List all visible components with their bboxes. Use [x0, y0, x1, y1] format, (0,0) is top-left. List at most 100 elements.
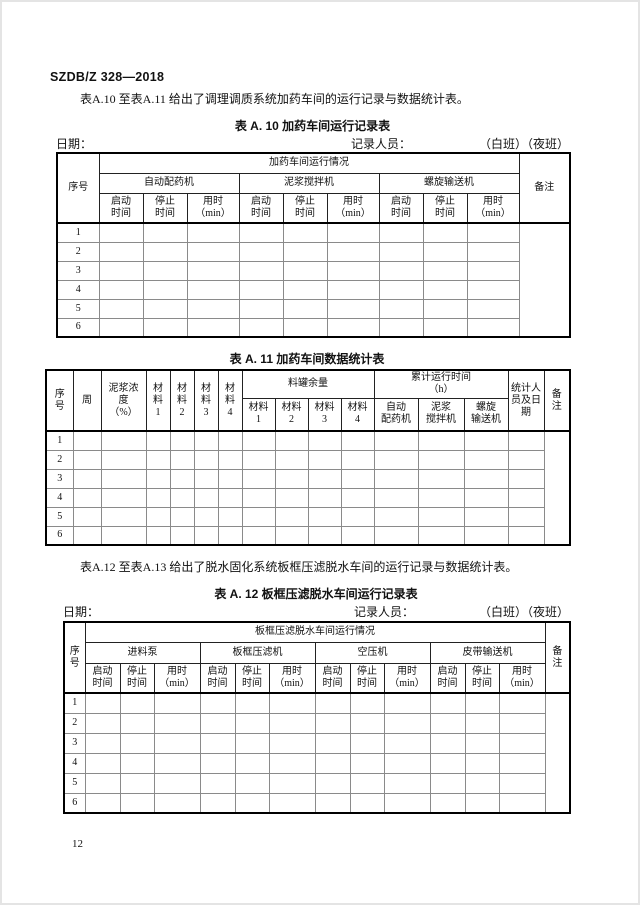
header-cell: 用时 （min）	[466, 192, 520, 224]
data-cell	[373, 525, 419, 546]
data-cell	[100, 487, 147, 508]
data-cell	[145, 487, 171, 508]
note-cell	[544, 692, 571, 814]
data-cell	[466, 298, 520, 319]
data-cell	[282, 241, 328, 262]
row-index-cell: 3	[56, 260, 100, 281]
data-cell	[238, 279, 284, 300]
row-index-cell: 4	[45, 487, 74, 508]
data-cell	[238, 298, 284, 319]
header-cell: 累计运行时间 （h）	[373, 369, 509, 399]
data-cell	[314, 692, 351, 714]
data-cell	[72, 430, 102, 451]
date-label: 日期：	[56, 137, 93, 151]
data-cell	[326, 317, 380, 338]
data-cell	[429, 752, 466, 774]
data-cell	[186, 298, 240, 319]
data-cell	[169, 487, 195, 508]
header-cell: 序 号	[45, 369, 74, 432]
data-cell	[119, 752, 155, 774]
data-cell	[507, 525, 545, 546]
data-cell	[234, 692, 270, 714]
data-cell	[314, 732, 351, 754]
row-index-cell: 4	[63, 752, 86, 774]
data-cell	[241, 449, 276, 470]
data-cell	[349, 772, 385, 794]
data-cell	[378, 279, 424, 300]
data-cell	[234, 732, 270, 754]
data-cell	[142, 260, 188, 281]
data-cell	[98, 317, 144, 338]
data-cell	[274, 525, 309, 546]
data-cell	[417, 506, 465, 527]
data-cell	[466, 279, 520, 300]
data-cell	[422, 317, 468, 338]
data-cell	[238, 260, 284, 281]
row-index-cell: 6	[45, 525, 74, 546]
data-cell	[142, 317, 188, 338]
data-cell	[282, 279, 328, 300]
row-index-cell: 4	[56, 279, 100, 300]
data-cell	[463, 487, 509, 508]
data-cell	[119, 692, 155, 714]
data-cell	[169, 449, 195, 470]
data-cell	[241, 525, 276, 546]
header-cell: 材料 3	[307, 397, 342, 432]
data-cell	[234, 752, 270, 774]
data-cell	[498, 772, 546, 794]
data-cell	[84, 732, 121, 754]
data-cell	[186, 279, 240, 300]
data-cell	[119, 712, 155, 734]
data-cell	[268, 712, 316, 734]
data-cell	[119, 772, 155, 794]
data-cell	[282, 260, 328, 281]
header-cell: 启动 时间	[378, 192, 424, 224]
data-cell	[169, 430, 195, 451]
data-cell	[314, 752, 351, 774]
data-cell	[100, 449, 147, 470]
data-cell	[199, 692, 236, 714]
data-cell	[153, 772, 201, 794]
table-row: 6	[56, 317, 570, 338]
data-cell	[307, 525, 342, 546]
table-a10-section: 表 A. 10 加药车间运行记录表 日期： 记录人员： （白班）（夜班） 序号加…	[56, 119, 571, 338]
data-cell	[241, 487, 276, 508]
header-cell: 周	[72, 369, 102, 432]
header-cell: 统计人 员及日 期	[507, 369, 545, 432]
data-cell	[142, 241, 188, 262]
data-cell	[72, 525, 102, 546]
table-row: 6	[45, 525, 570, 546]
data-cell	[422, 260, 468, 281]
header-cell: 备 注	[544, 621, 571, 694]
data-cell	[268, 692, 316, 714]
data-cell	[217, 525, 243, 546]
header-cell: 停止 时间	[282, 192, 328, 224]
data-cell	[326, 260, 380, 281]
header-cell: 螺旋输送机	[378, 172, 520, 194]
data-cell	[98, 298, 144, 319]
data-cell	[145, 468, 171, 489]
header-cell: 材 料 4	[217, 369, 243, 432]
data-cell	[349, 752, 385, 774]
data-cell	[383, 772, 431, 794]
header-cell: 材 料 1	[145, 369, 171, 432]
data-cell	[100, 468, 147, 489]
table-a12-title: 表 A. 12 板框压滤脱水车间运行记录表	[214, 587, 418, 601]
data-cell	[507, 468, 545, 489]
table-row: 2	[63, 712, 570, 734]
row-index-cell: 2	[56, 241, 100, 262]
data-cell	[340, 487, 375, 508]
data-cell	[186, 317, 240, 338]
table-a11-title: 表 A. 11 加药车间数据统计表	[229, 352, 385, 366]
data-cell	[373, 449, 419, 470]
table-row: 3	[63, 732, 570, 754]
data-cell	[217, 506, 243, 527]
shift-label: （白班）（夜班）	[478, 605, 569, 619]
header-cell: 螺旋 输送机	[463, 397, 509, 432]
data-cell	[383, 692, 431, 714]
data-cell	[241, 430, 276, 451]
row-index-cell: 1	[63, 692, 86, 714]
data-cell	[383, 732, 431, 754]
data-cell	[84, 752, 121, 774]
data-cell	[234, 772, 270, 794]
